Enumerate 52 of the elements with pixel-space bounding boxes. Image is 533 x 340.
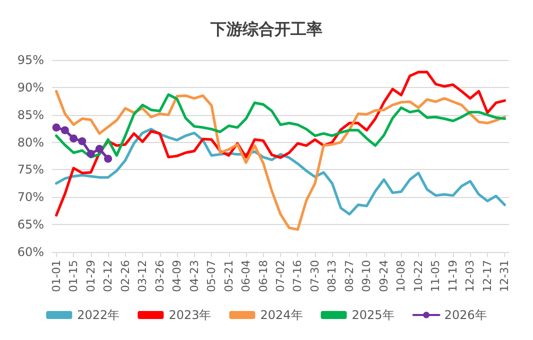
line-series (55, 70, 506, 217)
x-tick-label: 12-03 (464, 260, 477, 292)
legend-label: 2022年 (77, 308, 120, 322)
x-tick-label: 06-18 (256, 260, 270, 292)
x-tick-label: 09-24 (377, 260, 390, 292)
x-tick-label: 12-17 (480, 260, 494, 292)
x-tick-label: 02-26 (118, 260, 132, 292)
x-tick-label: 05-07 (205, 260, 218, 292)
line-series (55, 128, 506, 216)
x-tick-label: 01-15 (67, 260, 80, 292)
point (52, 123, 60, 132)
x-tick-label: 06-04 (240, 260, 253, 292)
point (70, 134, 78, 142)
x-tick-label: 08-13 (326, 260, 339, 292)
y-tick-label: 95% (17, 53, 44, 67)
point (78, 137, 86, 146)
y-tick-label: 65% (17, 218, 44, 232)
x-tick-label: 01-29 (84, 260, 98, 292)
legend-label: 2024年 (260, 308, 303, 322)
x-tick-label: 04-09 (170, 260, 184, 292)
y-tick-label: 75% (17, 162, 44, 177)
x-tick-label: 02-12 (102, 260, 115, 292)
point (95, 144, 104, 153)
legend-label: 2023年 (168, 308, 212, 322)
x-tick-label: 03-12 (136, 260, 150, 292)
y-tick-label: 90% (17, 80, 44, 94)
x-tick-label: 07-02 (274, 260, 287, 292)
point (104, 154, 112, 163)
point (86, 150, 95, 158)
y-tick-label: 80% (17, 135, 44, 150)
x-tick-label: 03-26 (153, 260, 166, 292)
y-tick-label: 60% (17, 245, 44, 259)
x-tick-label: 09-10 (360, 260, 374, 292)
point (60, 126, 69, 134)
line-series (55, 93, 506, 158)
x-tick-label: 11-19 (446, 260, 460, 292)
line-series (55, 90, 506, 231)
x-tick-label: 01-01 (50, 260, 63, 292)
x-tick-label: 07-16 (291, 260, 304, 292)
x-tick-label: 10-22 (412, 260, 425, 292)
x-tick-label: 11-05 (429, 260, 442, 292)
x-tick-label: 08-27 (342, 260, 356, 292)
x-tick-label: 04-23 (188, 260, 201, 292)
legend-label: 2026年 (444, 308, 487, 322)
y-tick-label: 85% (17, 108, 44, 122)
legend-label: 2025年 (352, 308, 394, 322)
x-tick-label: 12-31 (498, 260, 512, 292)
chart-title: 下游综合开工率 (210, 20, 322, 38)
x-tick-label: 05-21 (222, 260, 236, 292)
y-tick-label: 70% (17, 190, 44, 204)
x-tick-label: 10-08 (394, 260, 408, 292)
x-tick-label: 07-30 (308, 260, 322, 292)
